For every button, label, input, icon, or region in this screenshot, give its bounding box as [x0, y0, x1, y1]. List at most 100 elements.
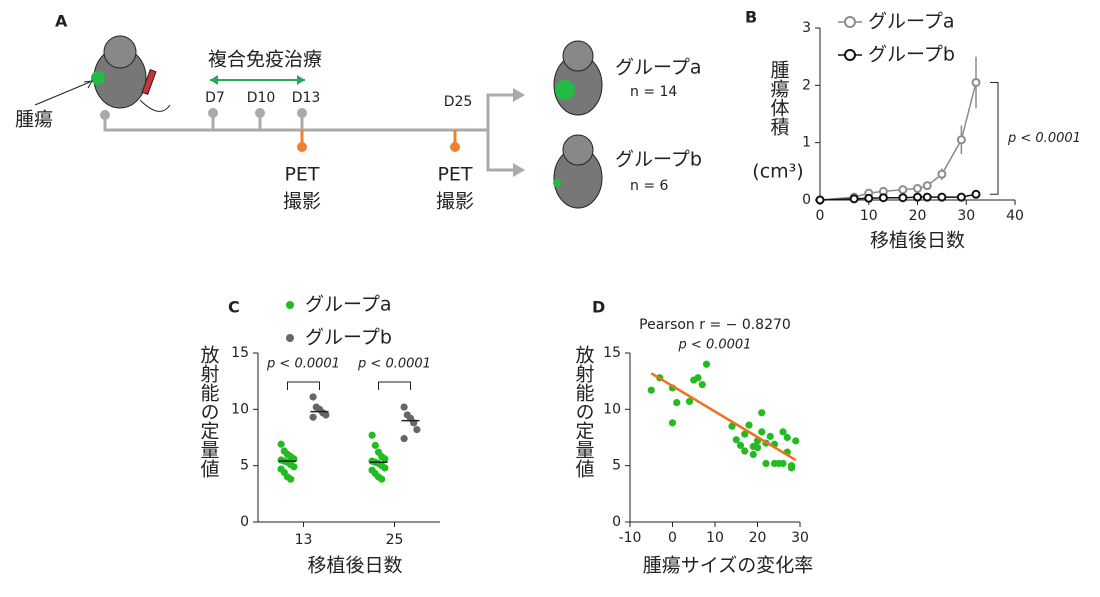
y-axis-label: 放射能の定量値	[198, 345, 220, 478]
day-label: D25	[444, 94, 473, 110]
p-value: p < 0.0001	[357, 357, 431, 372]
data-point	[849, 194, 859, 204]
data-point	[913, 192, 922, 202]
x-tick-label: 10	[706, 530, 724, 546]
panel-label: D	[592, 298, 605, 317]
data-point	[702, 360, 711, 368]
data-point	[898, 193, 908, 203]
p-value: p < 0.0001	[1007, 131, 1081, 146]
panel-label: C	[228, 298, 240, 317]
y-tick-label: 10	[603, 401, 621, 417]
x-tick-label: 0	[816, 208, 825, 224]
data-point	[741, 430, 749, 438]
x-tick-label: 25	[386, 532, 404, 548]
x-tick-label: -10	[619, 530, 642, 546]
panel-a: A 腫瘍 複合免疫治療 D7 D10 D13 D25 PET 撮影 PET 撮影	[15, 12, 702, 213]
data-point	[937, 192, 947, 202]
data-point	[322, 411, 330, 419]
data-point	[287, 475, 295, 483]
pet-label: PET	[437, 164, 472, 186]
legend-label: グループb	[305, 327, 392, 349]
data-point	[864, 193, 874, 203]
y-tick-label: 15	[603, 345, 621, 361]
data-point	[668, 419, 677, 427]
data-point	[913, 184, 922, 194]
x-axis-label: 腫瘍サイズの変化率	[643, 555, 813, 577]
x-tick-label: 40	[1006, 208, 1024, 224]
data-point	[956, 192, 966, 202]
panel-label: B	[745, 8, 757, 27]
y-tick-label: 15	[231, 345, 249, 361]
y-tick-label: 5	[240, 458, 249, 474]
data-point	[647, 386, 655, 394]
panel-label: A	[55, 12, 68, 31]
title: Pearson r = − 0.8270	[639, 317, 791, 333]
day-label: D13	[292, 90, 321, 106]
data-point	[400, 403, 408, 411]
data-point	[741, 447, 749, 455]
data-point	[971, 77, 981, 87]
data-point	[922, 192, 932, 202]
data-point	[779, 428, 787, 436]
data-point	[762, 459, 770, 468]
y-tick-label: 1	[802, 135, 811, 151]
bracket	[287, 381, 320, 390]
data-point	[878, 193, 888, 203]
n-label: n = 6	[630, 178, 669, 194]
y-tick-label: 5	[612, 458, 621, 474]
y-tick-label: 10	[231, 401, 249, 417]
x-tick-label: 30	[957, 208, 975, 224]
series-line	[819, 82, 977, 201]
legend-symbol	[844, 16, 856, 28]
mouse	[91, 35, 171, 112]
data-point	[368, 431, 376, 439]
treatment-label: 複合免疫治療	[208, 49, 322, 71]
x-tick-label: 20	[909, 208, 927, 224]
data-point	[815, 195, 825, 205]
data-point	[413, 426, 421, 434]
group-label: グループb	[615, 149, 702, 171]
x-tick-label: 10	[860, 208, 878, 224]
y-tick-label: 0	[240, 514, 249, 530]
x-tick-label: 0	[668, 530, 677, 546]
data-point	[971, 189, 981, 199]
fit-line	[650, 372, 797, 462]
data-point	[758, 428, 766, 436]
x-axis-label: 移植後日数	[307, 555, 402, 577]
p-value: p < 0.0001	[266, 357, 340, 372]
data-point	[290, 463, 298, 471]
data-point	[736, 441, 745, 449]
data-point	[922, 181, 932, 191]
x-tick-label: 20	[749, 530, 767, 546]
legend-symbol	[286, 301, 294, 309]
legend-label: グループa	[868, 11, 955, 33]
y-tick-label: 3	[802, 20, 811, 36]
data-point	[694, 374, 702, 382]
y-tick-label: 0	[612, 514, 621, 530]
data-point	[381, 464, 389, 472]
data-point	[400, 435, 408, 443]
bracket	[990, 81, 999, 195]
mouse	[553, 40, 603, 209]
y-axis-unit: (cm³)	[752, 161, 803, 183]
data-point	[277, 440, 285, 448]
data-point	[783, 433, 791, 442]
day-label: D10	[247, 90, 276, 106]
bracket	[378, 381, 411, 390]
data-point	[753, 444, 762, 452]
data-point	[381, 455, 389, 463]
data-point	[378, 475, 386, 483]
group-label: グループa	[615, 57, 702, 79]
data-point	[371, 441, 379, 449]
x-axis-label: 移植後日数	[870, 230, 965, 252]
data-point	[309, 393, 317, 401]
data-point	[749, 450, 757, 458]
pet-label: PET	[284, 164, 319, 186]
data-point	[758, 409, 766, 417]
x-tick-label: 30	[791, 530, 809, 546]
data-point	[745, 421, 753, 429]
day-label: D7	[205, 90, 225, 106]
legend-label: グループa	[305, 294, 392, 316]
x-tick-label: 13	[295, 532, 313, 548]
tumor-label: 腫瘍	[15, 109, 53, 131]
